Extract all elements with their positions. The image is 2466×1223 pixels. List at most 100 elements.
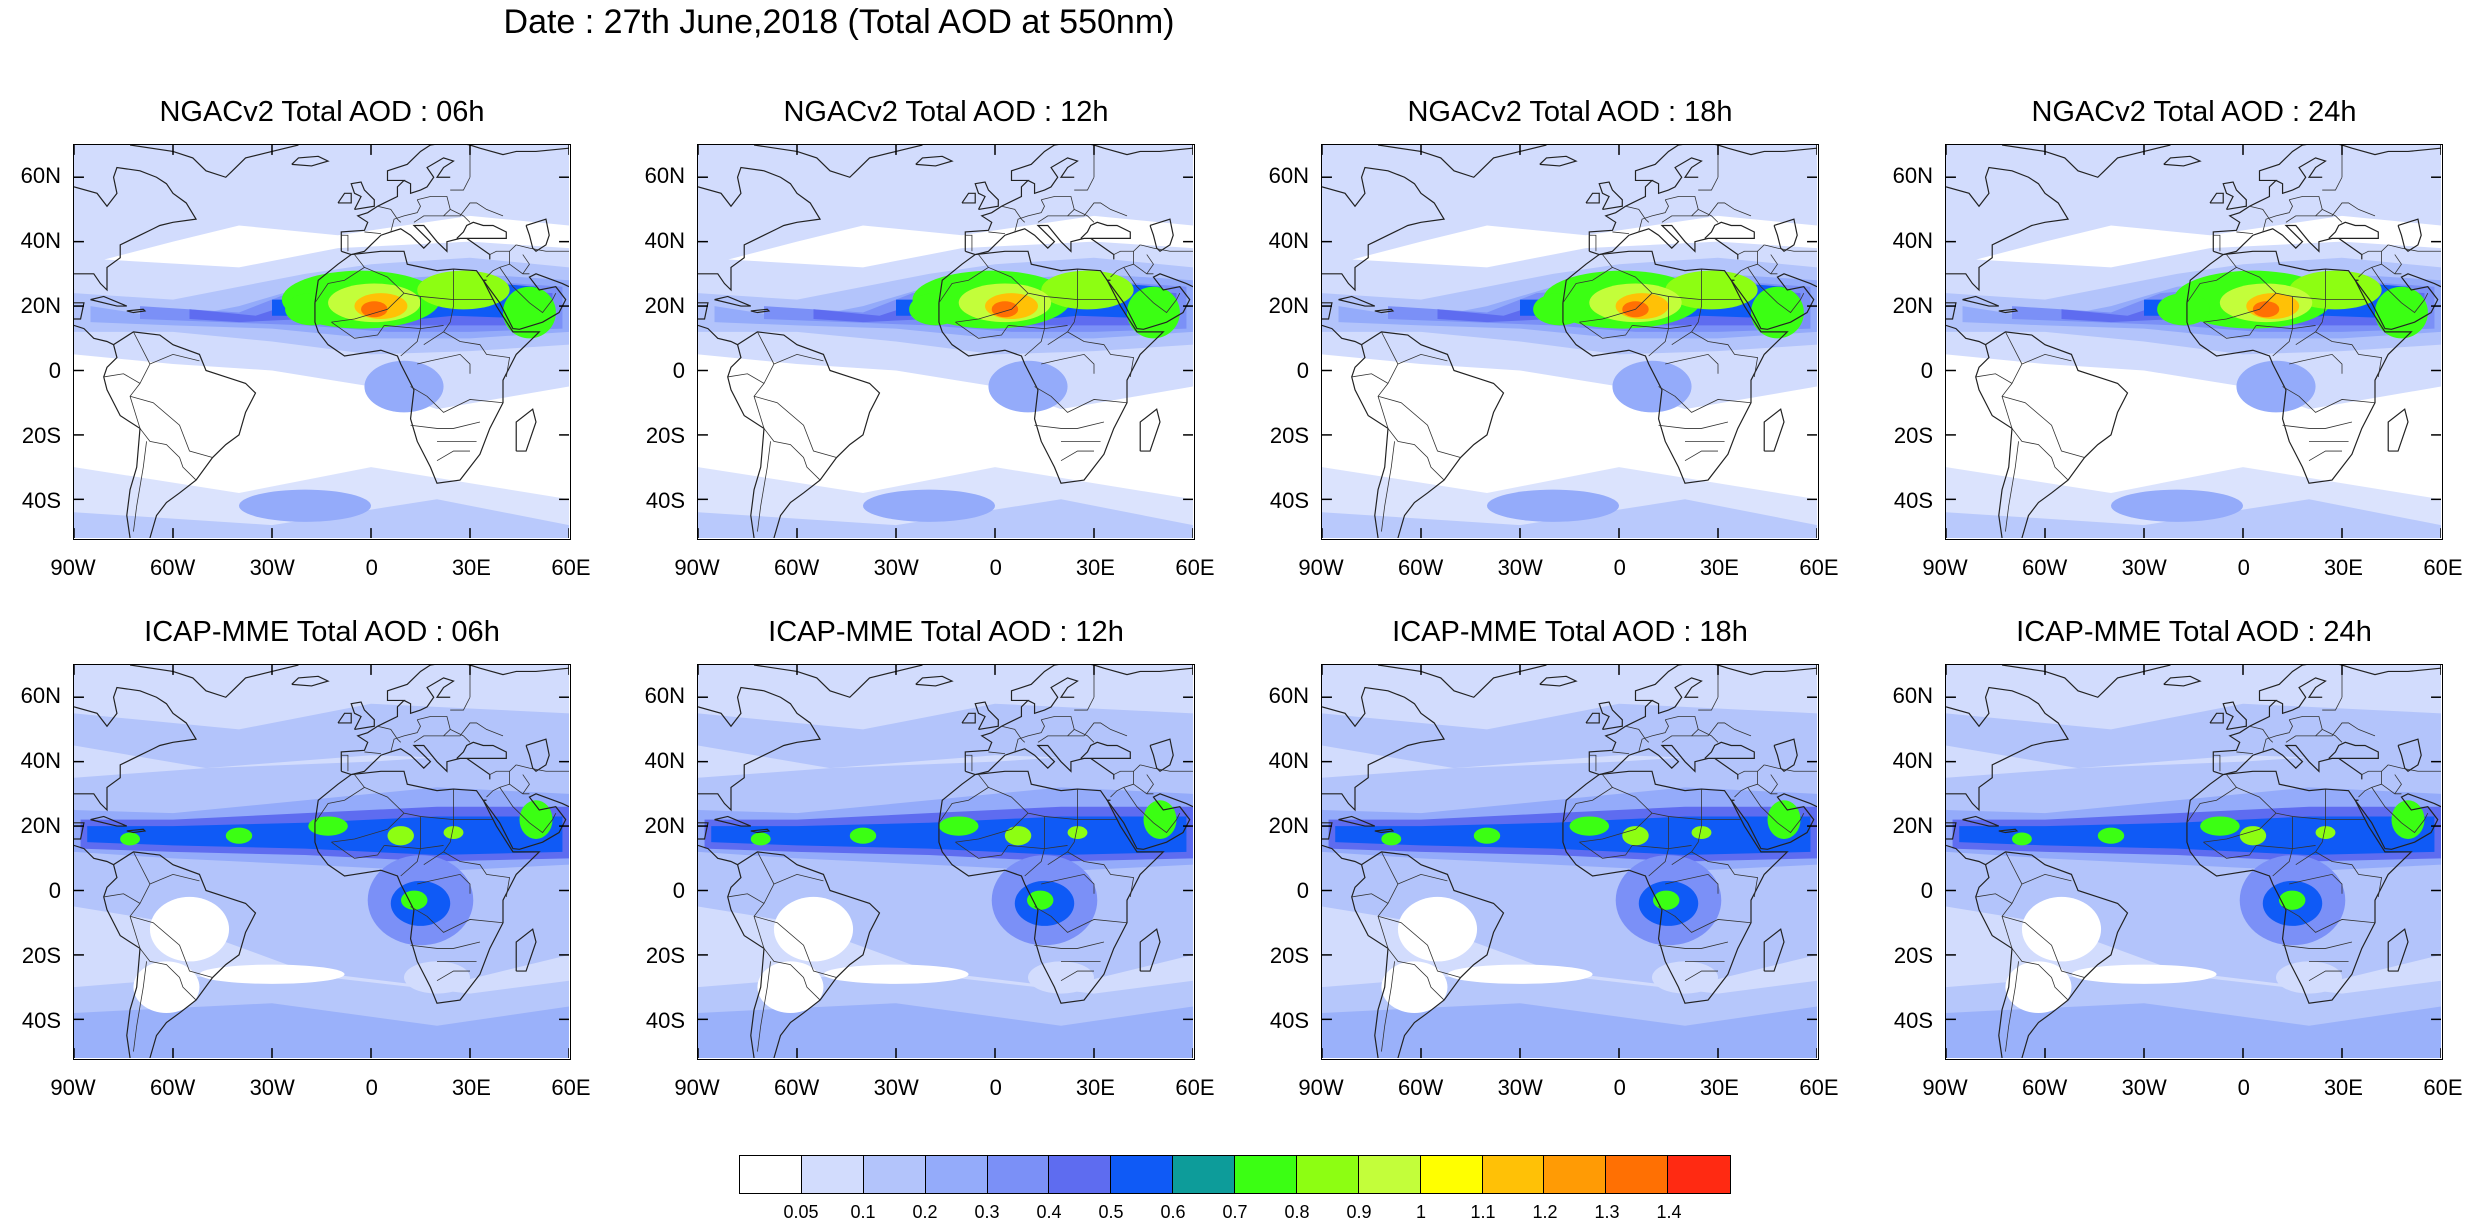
lon-tick-label: 60W (1397, 555, 1444, 580)
lon-tick-label: 90W (1298, 1075, 1344, 1100)
lon-tick-label: 30E (1699, 1075, 1739, 1100)
lon-tick-label: 30W (2121, 555, 2167, 580)
lat-tick-label: 60N (1268, 163, 1309, 189)
lat-tick-label: 40N (20, 748, 61, 774)
aod-field (1946, 145, 2441, 538)
lat-tick-label: 0 (1296, 358, 1309, 384)
lat-tick-label: 40N (644, 228, 685, 254)
coastlines (698, 665, 1193, 1058)
lon-tick-label: 60W (2021, 555, 2068, 580)
colorbar-label: 1.1 (1470, 1202, 1496, 1222)
lon-tick-label: 0 (989, 1075, 1002, 1100)
tick-marks (698, 665, 1193, 1058)
lon-tick-label: 30W (873, 1075, 919, 1100)
lon-tick-label: 30E (2323, 1075, 2363, 1100)
colorbar-swatch (1296, 1156, 1359, 1193)
tick-marks (74, 665, 569, 1058)
lon-tick-label: 30E (451, 555, 491, 580)
lat-tick-label: 60N (20, 163, 61, 189)
colorbar-label: 0.05 (783, 1202, 819, 1222)
lat-tick-label: 20S (645, 943, 685, 969)
colorbar-swatch (1049, 1156, 1112, 1193)
colorbar-label: 1.3 (1594, 1202, 1620, 1222)
ngac-map (1945, 144, 2443, 540)
ngac-map (73, 144, 571, 540)
lat-tick-label: 40S (1269, 488, 1309, 514)
colorbar-label: 0.4 (1036, 1202, 1062, 1222)
panel-title: NGACv2 Total AOD : 12h (783, 96, 1109, 128)
tick-marks (1946, 145, 2441, 538)
colorbar-swatch (1544, 1156, 1607, 1193)
lat-tick-label: 20N (20, 813, 61, 839)
lat-tick-label: 20S (1269, 423, 1309, 449)
aod-field (1946, 665, 2441, 1058)
coastlines (1322, 145, 1817, 538)
lon-tick-label: 0 (989, 555, 1002, 580)
country-borders (698, 145, 1193, 532)
lat-tick-label: 40N (20, 228, 61, 254)
lon-tick-label: 30E (451, 1075, 491, 1100)
lon-tick-label: 0 (365, 1075, 378, 1100)
lon-tick-label: 90W (1922, 555, 1968, 580)
lon-tick-label: 90W (50, 555, 96, 580)
lat-tick-label: 40S (645, 1008, 685, 1034)
lat-tick-label: 20S (1893, 423, 1933, 449)
lon-tick-label: 60E (1175, 1075, 1215, 1100)
colorbar-label: 0.6 (1160, 1202, 1186, 1222)
lat-tick-label: 20N (1892, 813, 1933, 839)
colorbar-label: 0.7 (1222, 1202, 1248, 1222)
lat-tick-label: 20N (644, 813, 685, 839)
lat-tick-label: 20S (1269, 943, 1309, 969)
colorbar-swatch (1358, 1156, 1421, 1193)
coastlines (1946, 665, 2441, 1058)
lat-tick-label: 60N (20, 683, 61, 709)
panel-title: ICAP-MME Total AOD : 18h (1392, 616, 1748, 648)
lon-tick-label: 0 (1613, 555, 1626, 580)
colorbar-swatch (1420, 1156, 1483, 1193)
lon-tick-label: 90W (674, 555, 720, 580)
colorbar-label: 1.2 (1532, 1202, 1558, 1222)
lon-tick-label: 90W (50, 1075, 96, 1100)
lat-tick-label: 40N (1892, 748, 1933, 774)
ngac-map (697, 144, 1195, 540)
lat-tick-label: 20N (1268, 813, 1309, 839)
lon-tick-label: 30W (249, 555, 295, 580)
figure-title: Date : 27th June,2018 (Total AOD at 550n… (503, 3, 1175, 41)
panel-title: ICAP-MME Total AOD : 12h (768, 616, 1124, 648)
lat-tick-label: 40N (1268, 748, 1309, 774)
lat-tick-label: 20N (644, 293, 685, 319)
coastlines (698, 145, 1193, 538)
tick-marks (698, 145, 1193, 538)
lat-tick-label: 40N (1268, 228, 1309, 254)
lon-tick-label: 30E (1699, 555, 1739, 580)
colorbar-label: 0.1 (850, 1202, 876, 1222)
lon-tick-label: 60E (1175, 555, 1215, 580)
colorbar-label: 0.2 (912, 1202, 938, 1222)
lat-tick-label: 40S (1893, 488, 1933, 514)
lon-tick-label: 30W (249, 1075, 295, 1100)
colorbar (739, 1155, 1731, 1194)
tick-marks (74, 145, 569, 538)
aod-field (698, 145, 1193, 538)
lon-tick-label: 30E (1075, 555, 1115, 580)
tick-marks (1322, 665, 1817, 1058)
lat-tick-label: 20S (21, 423, 61, 449)
lat-tick-label: 40S (21, 1008, 61, 1034)
lat-tick-label: 0 (1920, 878, 1933, 904)
icap-map (1945, 664, 2443, 1060)
lon-tick-label: 30W (1497, 555, 1543, 580)
colorbar-label: 1 (1415, 1202, 1426, 1222)
icap-map (73, 664, 571, 1060)
lon-tick-label: 60E (551, 555, 591, 580)
country-borders (1946, 665, 2441, 1052)
lon-tick-label: 60W (1397, 1075, 1444, 1100)
coastlines (1946, 145, 2441, 538)
colorbar-label: 1.4 (1656, 1202, 1682, 1222)
panel-title: NGACv2 Total AOD : 06h (159, 96, 485, 128)
lon-tick-label: 60E (1799, 1075, 1839, 1100)
lat-tick-label: 20N (1892, 293, 1933, 319)
lat-tick-label: 0 (48, 358, 61, 384)
lat-tick-label: 40S (645, 488, 685, 514)
aod-field (1322, 145, 1817, 538)
lat-tick-label: 60N (1892, 683, 1933, 709)
